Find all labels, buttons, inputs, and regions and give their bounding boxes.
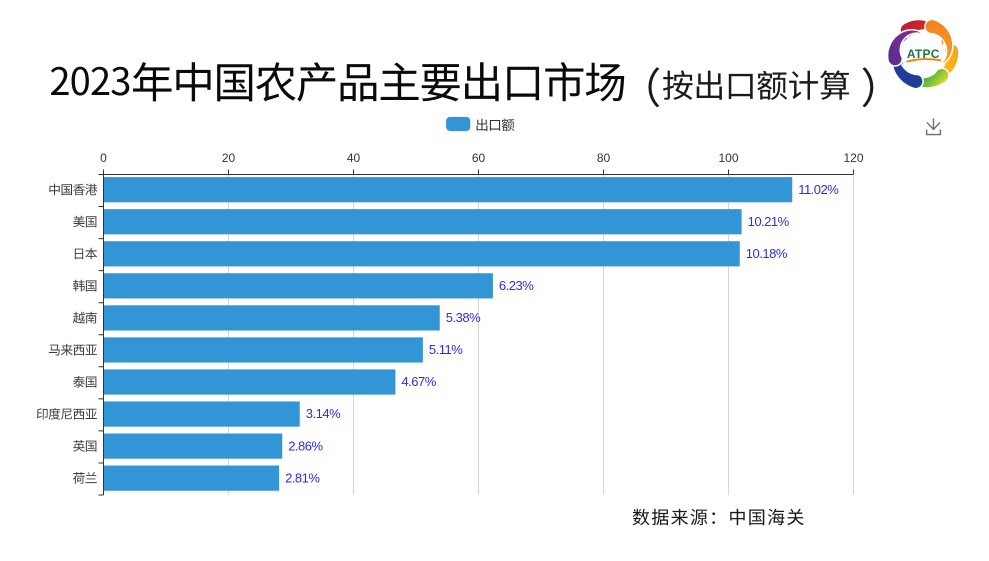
svg-text:20: 20 <box>222 151 236 165</box>
svg-text:80: 80 <box>597 151 611 165</box>
svg-text:10.18%: 10.18% <box>746 246 788 261</box>
svg-text:100: 100 <box>718 151 738 165</box>
svg-text:5.38%: 5.38% <box>446 310 481 325</box>
svg-text:4.67%: 4.67% <box>401 374 436 389</box>
svg-text:120: 120 <box>843 151 863 165</box>
svg-text:10.21%: 10.21% <box>748 214 790 229</box>
svg-text:6.23%: 6.23% <box>499 278 534 293</box>
svg-text:60: 60 <box>472 151 486 165</box>
svg-text:ATPC: ATPC <box>907 47 940 61</box>
svg-text:40: 40 <box>347 151 361 165</box>
svg-text:3.14%: 3.14% <box>306 406 341 421</box>
svg-text:0: 0 <box>100 151 107 165</box>
svg-text:2.86%: 2.86% <box>288 438 323 453</box>
svg-text:5.11%: 5.11% <box>429 342 463 357</box>
svg-text:2.81%: 2.81% <box>285 470 320 485</box>
svg-text:11.02%: 11.02% <box>798 182 839 197</box>
